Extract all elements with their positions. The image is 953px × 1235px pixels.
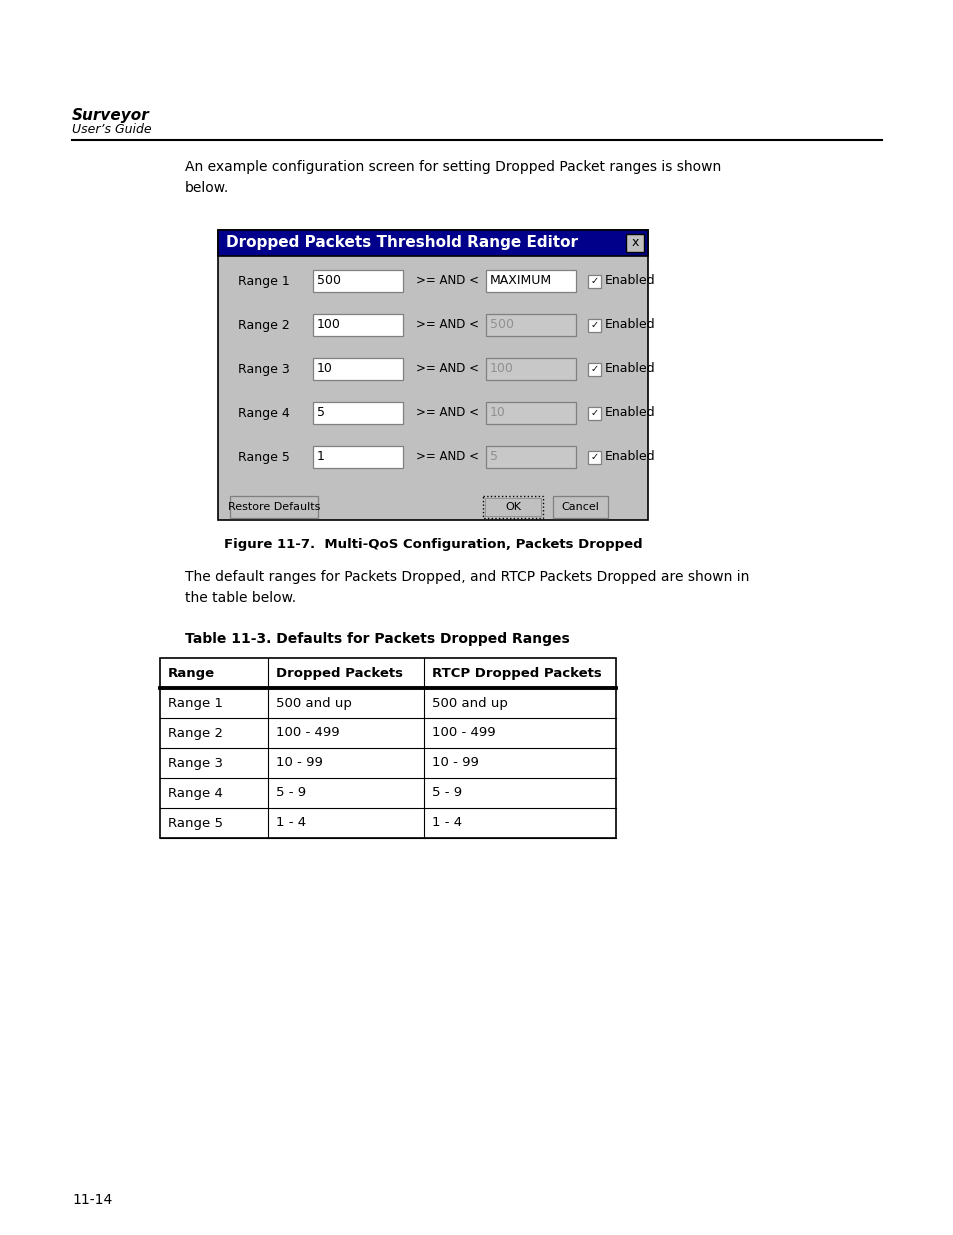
Text: ✓: ✓ — [590, 408, 598, 417]
FancyBboxPatch shape — [313, 446, 402, 468]
Text: Dropped Packets Threshold Range Editor: Dropped Packets Threshold Range Editor — [226, 236, 578, 251]
Text: 10 - 99: 10 - 99 — [432, 757, 478, 769]
Text: 500: 500 — [316, 274, 340, 288]
Text: >= AND <: >= AND < — [416, 274, 478, 288]
FancyBboxPatch shape — [587, 274, 600, 288]
Text: >= AND <: >= AND < — [416, 451, 478, 463]
Text: Range 1: Range 1 — [168, 697, 223, 709]
Text: Range 2: Range 2 — [168, 726, 223, 740]
Text: Range 5: Range 5 — [237, 451, 290, 463]
FancyBboxPatch shape — [485, 358, 576, 380]
Text: Enabled: Enabled — [604, 406, 655, 420]
Text: Range: Range — [168, 667, 214, 679]
Text: 500 and up: 500 and up — [275, 697, 352, 709]
FancyBboxPatch shape — [313, 403, 402, 424]
FancyBboxPatch shape — [485, 403, 576, 424]
FancyBboxPatch shape — [587, 451, 600, 463]
FancyBboxPatch shape — [587, 406, 600, 420]
Text: 5 - 9: 5 - 9 — [432, 787, 461, 799]
Text: Enabled: Enabled — [604, 451, 655, 463]
Text: Dropped Packets: Dropped Packets — [275, 667, 402, 679]
Text: Range 3: Range 3 — [237, 363, 290, 375]
Text: ✓: ✓ — [590, 452, 598, 462]
Text: ✓: ✓ — [590, 364, 598, 374]
Text: Restore Defaults: Restore Defaults — [228, 501, 320, 513]
Text: Table 11-3. Defaults for Packets Dropped Ranges: Table 11-3. Defaults for Packets Dropped… — [185, 632, 569, 646]
FancyBboxPatch shape — [218, 230, 647, 520]
Text: 10: 10 — [490, 406, 505, 420]
FancyBboxPatch shape — [485, 314, 576, 336]
Text: 5 - 9: 5 - 9 — [275, 787, 306, 799]
Text: >= AND <: >= AND < — [416, 319, 478, 331]
Text: ✓: ✓ — [590, 275, 598, 287]
FancyBboxPatch shape — [587, 363, 600, 375]
Text: 100: 100 — [490, 363, 514, 375]
FancyBboxPatch shape — [485, 446, 576, 468]
Text: x: x — [631, 236, 638, 249]
Text: User’s Guide: User’s Guide — [71, 124, 152, 136]
Text: >= AND <: >= AND < — [416, 406, 478, 420]
Text: Range 4: Range 4 — [168, 787, 223, 799]
FancyBboxPatch shape — [313, 314, 402, 336]
Text: Range 2: Range 2 — [237, 319, 290, 331]
Text: Enabled: Enabled — [604, 319, 655, 331]
FancyBboxPatch shape — [625, 233, 643, 252]
Text: ✓: ✓ — [590, 320, 598, 330]
Text: Enabled: Enabled — [604, 363, 655, 375]
FancyBboxPatch shape — [230, 496, 317, 517]
Text: 500: 500 — [490, 319, 514, 331]
Text: Figure 11-7.  Multi-QoS Configuration, Packets Dropped: Figure 11-7. Multi-QoS Configuration, Pa… — [223, 538, 641, 551]
FancyBboxPatch shape — [313, 358, 402, 380]
Text: 1: 1 — [316, 451, 325, 463]
FancyBboxPatch shape — [482, 496, 542, 517]
Text: Surveyor: Surveyor — [71, 107, 150, 124]
Text: 10 - 99: 10 - 99 — [275, 757, 322, 769]
Text: 500 and up: 500 and up — [432, 697, 507, 709]
FancyBboxPatch shape — [587, 319, 600, 331]
Text: 100 - 499: 100 - 499 — [432, 726, 496, 740]
Text: MAXIMUM: MAXIMUM — [490, 274, 552, 288]
Text: 11-14: 11-14 — [71, 1193, 112, 1207]
Text: Cancel: Cancel — [561, 501, 598, 513]
Text: >= AND <: >= AND < — [416, 363, 478, 375]
FancyBboxPatch shape — [484, 498, 540, 516]
Text: 5: 5 — [490, 451, 497, 463]
Text: Range 1: Range 1 — [237, 274, 290, 288]
Text: Range 5: Range 5 — [168, 816, 223, 830]
Text: Range 4: Range 4 — [237, 406, 290, 420]
Text: RTCP Dropped Packets: RTCP Dropped Packets — [432, 667, 601, 679]
Text: An example configuration screen for setting Dropped Packet ranges is shown
below: An example configuration screen for sett… — [185, 161, 720, 195]
Text: 10: 10 — [316, 363, 333, 375]
Text: Range 3: Range 3 — [168, 757, 223, 769]
Text: 100 - 499: 100 - 499 — [275, 726, 339, 740]
Text: 5: 5 — [316, 406, 325, 420]
FancyBboxPatch shape — [160, 658, 616, 839]
Text: Enabled: Enabled — [604, 274, 655, 288]
Text: OK: OK — [504, 501, 520, 513]
FancyBboxPatch shape — [218, 230, 647, 256]
FancyBboxPatch shape — [485, 270, 576, 291]
Text: 1 - 4: 1 - 4 — [432, 816, 461, 830]
Text: 1 - 4: 1 - 4 — [275, 816, 306, 830]
FancyBboxPatch shape — [553, 496, 607, 517]
FancyBboxPatch shape — [313, 270, 402, 291]
Text: The default ranges for Packets Dropped, and RTCP Packets Dropped are shown in
th: The default ranges for Packets Dropped, … — [185, 571, 749, 605]
Text: 100: 100 — [316, 319, 340, 331]
